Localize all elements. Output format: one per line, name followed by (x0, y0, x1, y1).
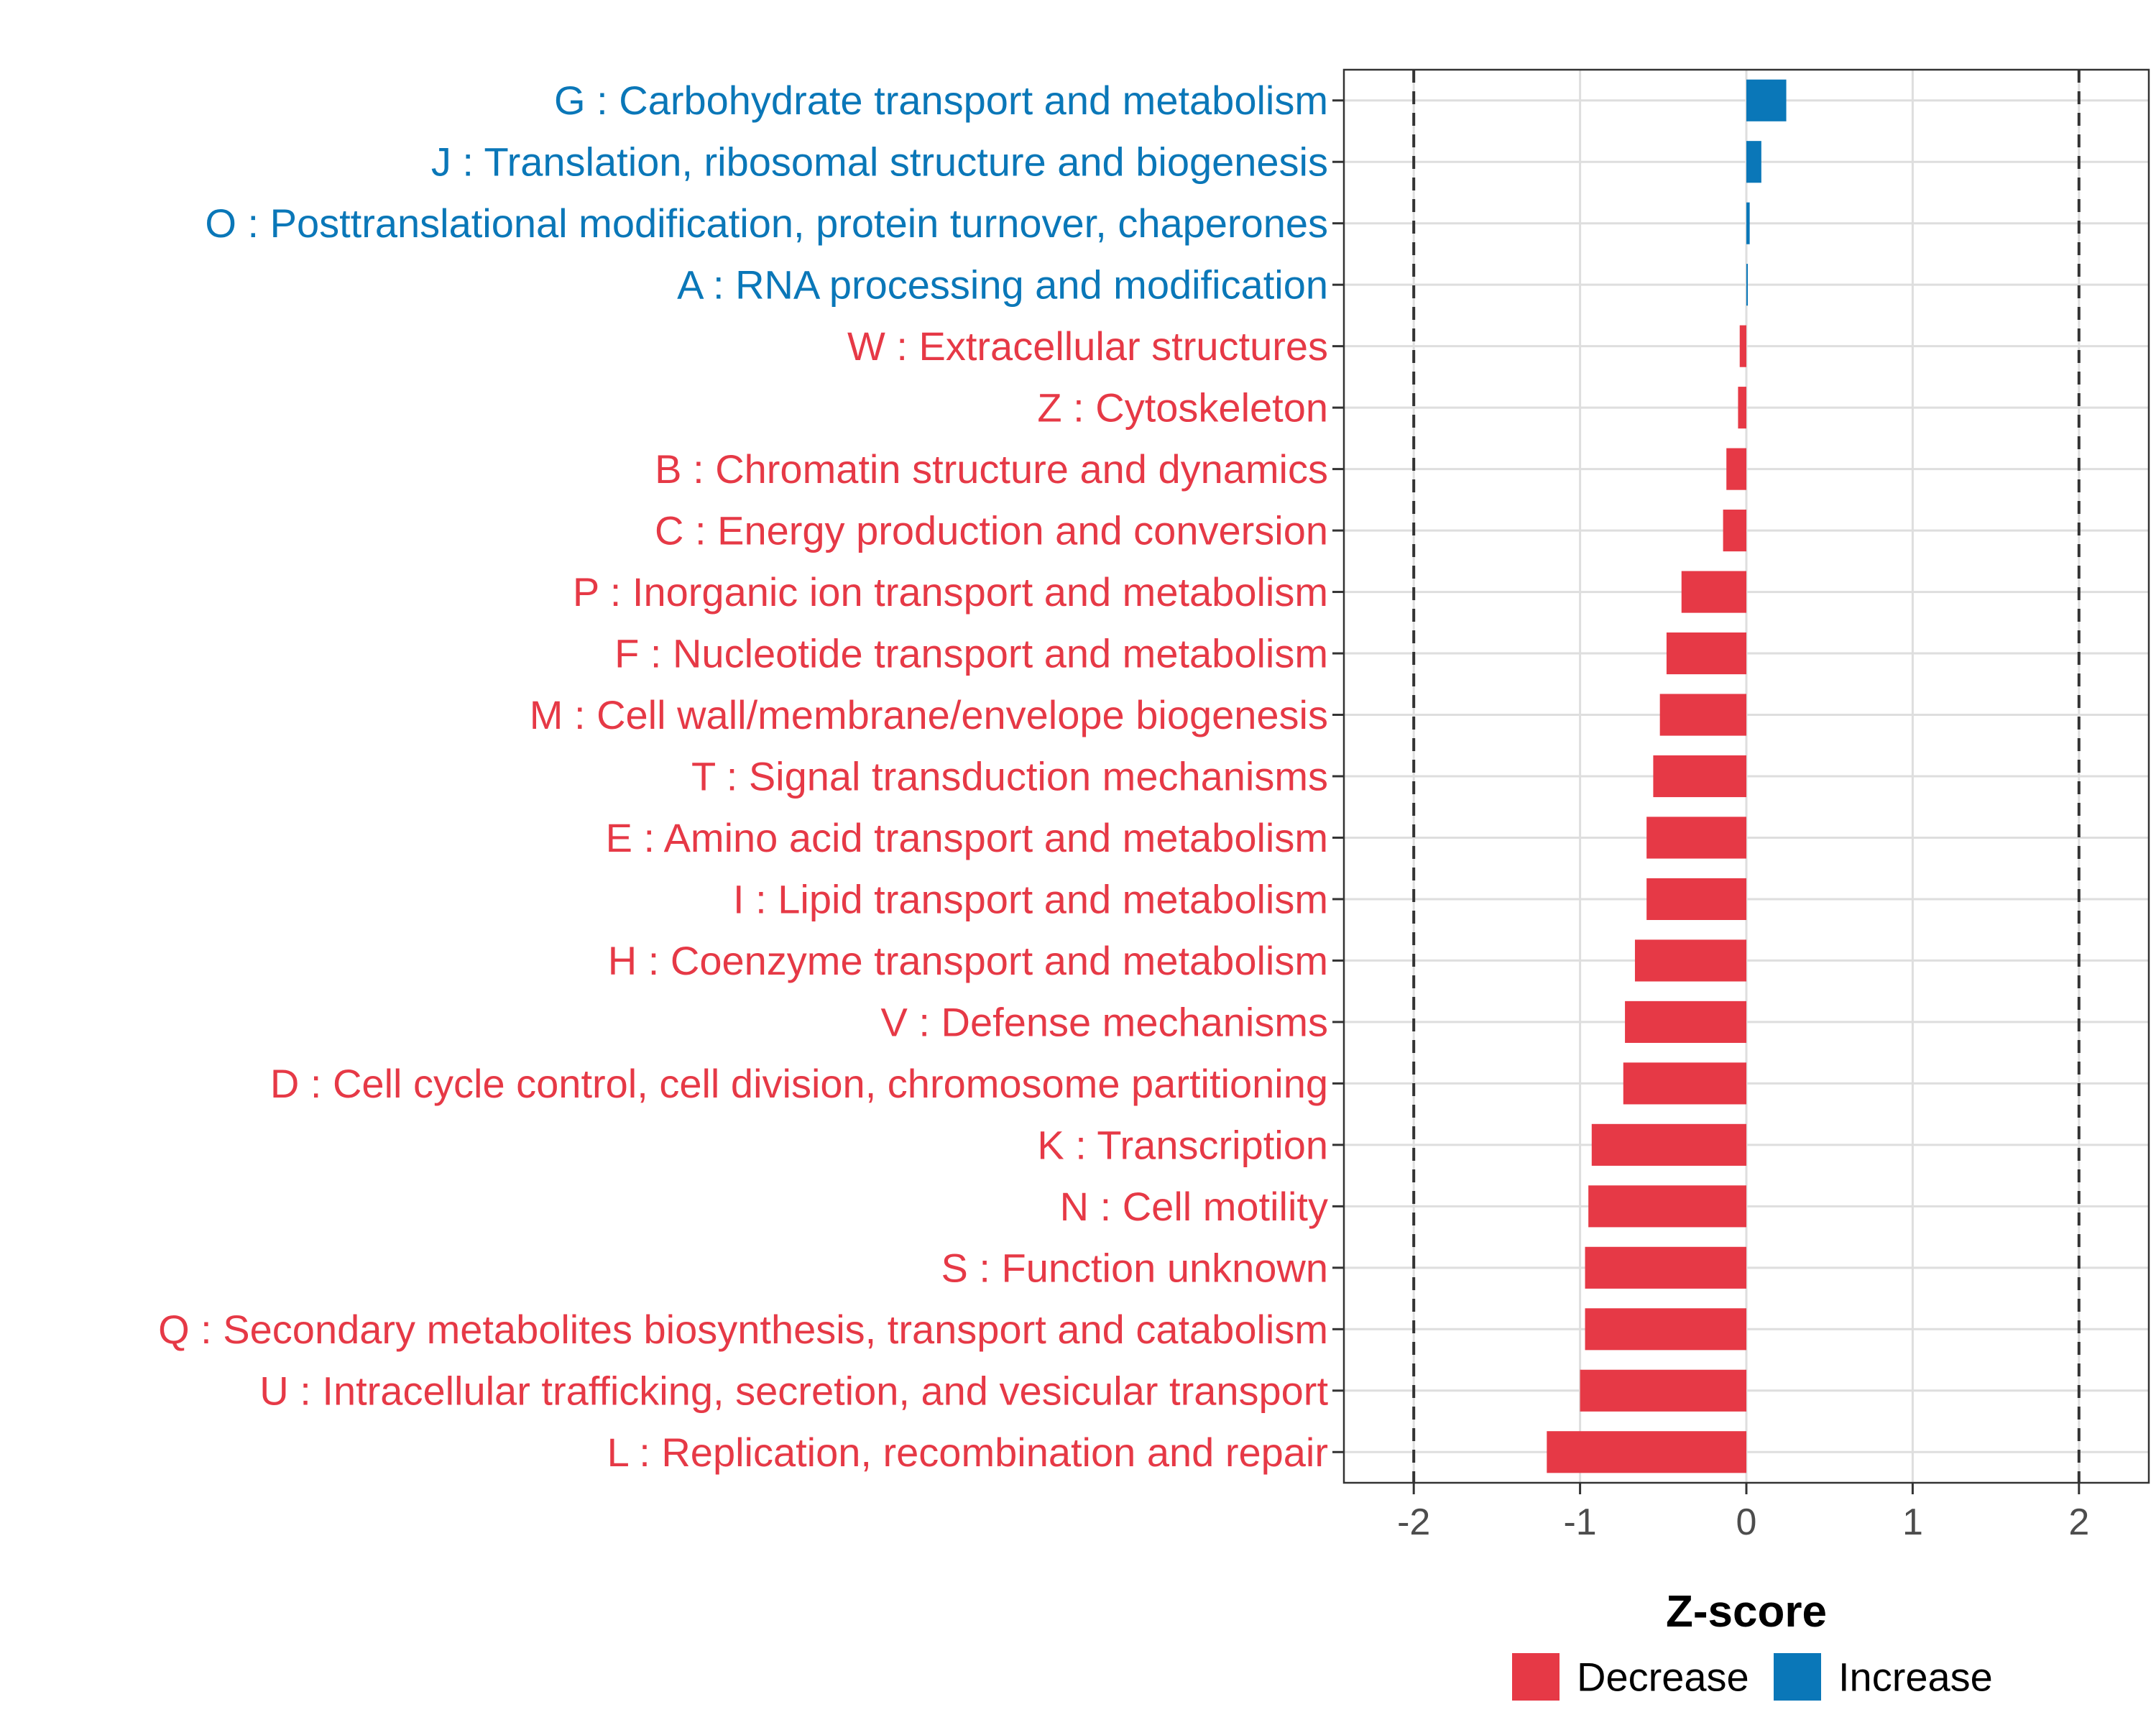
bar (1739, 325, 1746, 367)
bar (1746, 79, 1787, 121)
category-label: U : Intracellular trafficking, secretion… (259, 1368, 1328, 1413)
bar (1659, 694, 1746, 736)
category-label: O : Posttranslational modification, prot… (205, 201, 1328, 246)
category-label: E : Amino acid transport and metabolism (606, 815, 1328, 860)
bar (1580, 1369, 1746, 1412)
x-axis-title: Z-score (1666, 1587, 1827, 1637)
category-label: L : Replication, recombination and repai… (607, 1430, 1328, 1475)
x-tick-label: -2 (1397, 1501, 1430, 1543)
category-label: V : Defense mechanisms (881, 999, 1328, 1044)
bar (1585, 1308, 1746, 1351)
category-label: K : Transcription (1037, 1122, 1328, 1167)
bar (1588, 1185, 1746, 1228)
category-label: P : Inorganic ion transport and metaboli… (573, 569, 1328, 615)
x-tick-label: 0 (1736, 1501, 1757, 1543)
bar (1746, 141, 1761, 183)
bar (1634, 939, 1746, 982)
bars (1547, 79, 1787, 1473)
bar (1591, 1123, 1746, 1166)
category-label: A : RNA processing and modification (677, 262, 1328, 308)
bar (1623, 1062, 1746, 1105)
category-label: N : Cell motility (1060, 1184, 1328, 1229)
category-label: G : Carbohydrate transport and metabolis… (554, 78, 1328, 123)
legend: Decrease Increase (1512, 1653, 1993, 1701)
category-label: Z : Cytoskeleton (1037, 385, 1328, 431)
bar (1653, 755, 1746, 798)
category-label: F : Nucleotide transport and metabolism (614, 631, 1328, 676)
category-label: D : Cell cycle control, cell division, c… (270, 1061, 1328, 1106)
category-label: M : Cell wall/membrane/envelope biogenes… (530, 692, 1328, 737)
bar (1746, 264, 1748, 306)
category-label: J : Translation, ribosomal structure and… (431, 139, 1328, 185)
x-axis: -2 -1 0 1 2 (1397, 1483, 2089, 1543)
category-label: Q : Secondary metabolites biosynthesis, … (158, 1307, 1328, 1352)
bar (1646, 816, 1746, 859)
bar (1666, 632, 1746, 675)
bar (1547, 1431, 1746, 1473)
bar (1585, 1246, 1746, 1289)
bar (1625, 1000, 1746, 1043)
category-label: C : Energy production and conversion (655, 508, 1328, 553)
bar (1746, 202, 1750, 244)
y-axis: G : Carbohydrate transport and metabolis… (158, 78, 1344, 1475)
bar (1681, 571, 1746, 613)
legend-label: Increase (1838, 1655, 1993, 1700)
bar (1726, 448, 1746, 490)
bar (1646, 878, 1746, 921)
category-label: I : Lipid transport and metabolism (733, 876, 1328, 921)
bar (1723, 510, 1746, 552)
category-label: W : Extracellular structures (847, 323, 1328, 369)
bar (1738, 387, 1746, 429)
category-label: S : Function unknown (941, 1245, 1328, 1290)
legend-swatch (1512, 1653, 1560, 1701)
legend-label: Decrease (1577, 1655, 1749, 1700)
x-tick-label: 1 (1902, 1501, 1923, 1543)
category-label: H : Coenzyme transport and metabolism (608, 938, 1328, 983)
category-label: B : Chromatin structure and dynamics (655, 446, 1328, 492)
legend-swatch (1774, 1653, 1821, 1701)
category-label: T : Signal transduction mechanisms (691, 754, 1328, 799)
x-tick-label: 2 (2068, 1501, 2089, 1543)
x-tick-label: -1 (1563, 1501, 1596, 1543)
